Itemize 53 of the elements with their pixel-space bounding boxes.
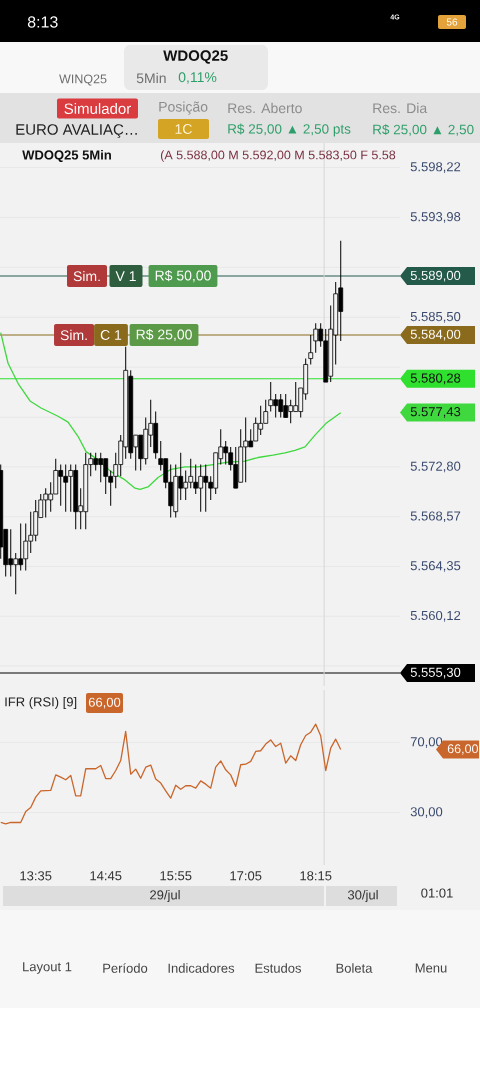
text: EURO AVALIAÇ… <box>16 124 137 138</box>
y-tick-label: 5.593,98 <box>410 212 461 223</box>
annotation: R$ 25,00 <box>136 328 192 342</box>
text: Posição <box>159 101 208 115</box>
text: 8:13 <box>27 16 58 28</box>
text: Res. Aberto <box>228 102 302 114</box>
y-tick-label: 70,00 <box>410 737 443 748</box>
y-tick-label: 5.568,57 <box>410 511 461 523</box>
text: 0,11% <box>178 72 217 84</box>
text: Estudos <box>255 963 302 973</box>
annotation: Sim. <box>60 329 87 341</box>
chart-title: IFR (RSI) [9] <box>5 696 77 710</box>
text: Período <box>103 963 148 973</box>
ref-line-label: 5.580,28 <box>410 373 461 385</box>
text: Simulador <box>64 103 131 115</box>
ref-line-label: 5.555,30 <box>410 667 461 679</box>
text: 56 <box>446 18 458 26</box>
text: 01:01 <box>421 888 453 898</box>
text: 5Min <box>136 72 166 84</box>
x-tick-label: 14:45 <box>90 871 122 881</box>
text: 30/jul <box>347 889 378 903</box>
annotation: Sim. <box>73 270 100 282</box>
text: Res. Dia <box>373 102 428 114</box>
chart-title: WDOQ25 5Min <box>22 150 111 162</box>
ref-line-label: 5.589,00 <box>410 270 461 282</box>
annotation: C 1 <box>100 330 122 340</box>
text: 29/jul <box>150 889 180 903</box>
text: Layout 1 <box>23 962 72 974</box>
y-tick-label: 5.572,80 <box>410 461 461 473</box>
y-tick-label: 5.560,12 <box>410 610 461 622</box>
text: (A 5.588,00 M 5.592,00 M 5.583,50 F 5.58 <box>160 150 396 162</box>
text: 5.577,43 <box>410 407 461 418</box>
x-tick-label: 18:15 <box>300 871 332 881</box>
text: R$ 25,00 ▲ 2,50 <box>373 124 474 136</box>
y-tick-label: 30,00 <box>410 807 443 818</box>
text: Boleta <box>336 963 373 973</box>
y-tick-label: 5.564,35 <box>410 561 461 572</box>
annotation: V 1 <box>115 271 136 281</box>
text: WDOQ25 <box>163 50 228 64</box>
ref-line-label: 5.584,00 <box>410 329 461 341</box>
x-tick-label: 15:55 <box>160 871 192 881</box>
y-tick-label: 5.585,50 <box>410 311 461 323</box>
x-tick-label: 13:35 <box>20 871 52 881</box>
text: 1C <box>175 124 192 134</box>
x-tick-label: 17:05 <box>230 871 262 881</box>
text: 66,00 <box>447 744 478 755</box>
text: WINQ25 <box>59 74 107 86</box>
annotation: R$ 50,00 <box>155 270 211 283</box>
annotation: 66,00 <box>88 697 121 709</box>
text: Indicadores <box>168 963 235 973</box>
text: R$ 25,00 ▲ 2,50 pts <box>228 123 351 137</box>
text: Menu <box>415 963 447 973</box>
y-tick-label: 5.598,22 <box>410 162 461 173</box>
